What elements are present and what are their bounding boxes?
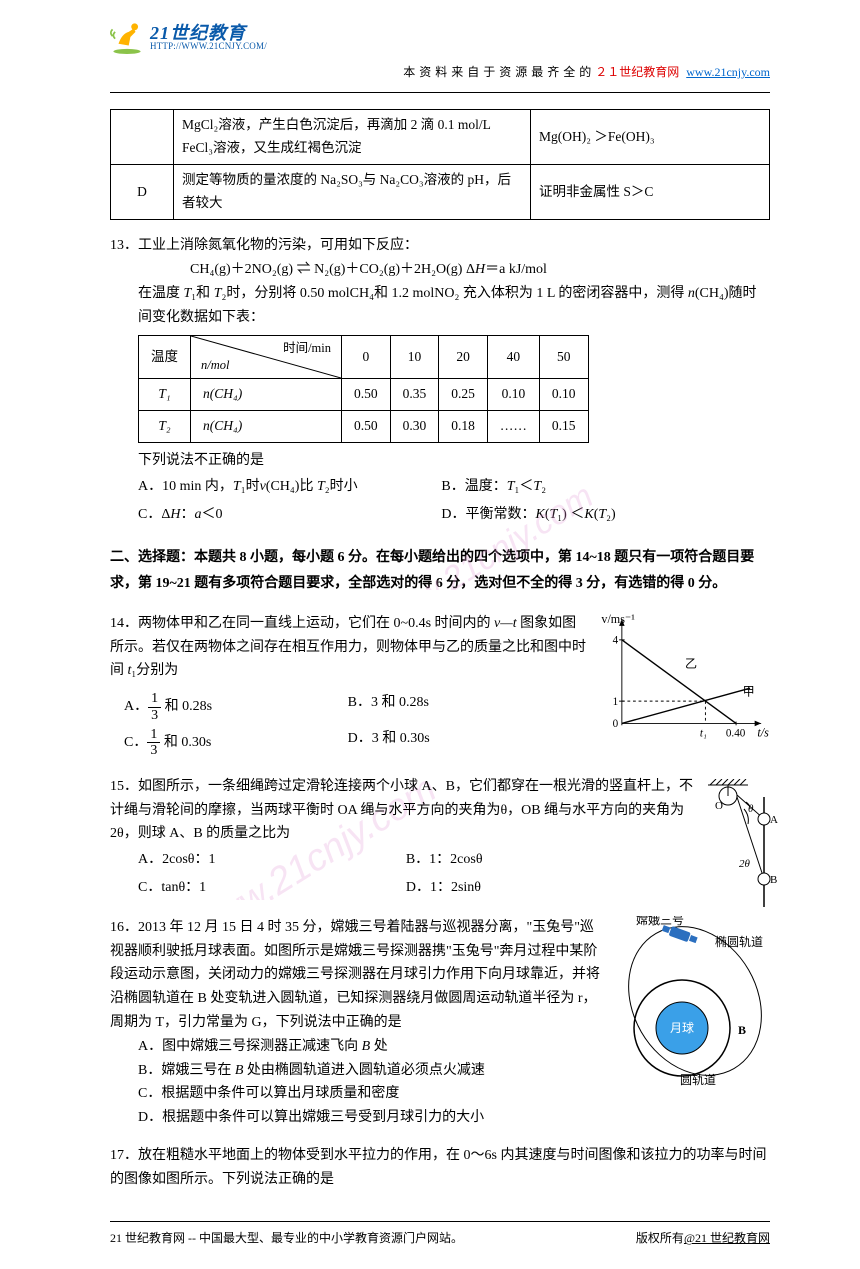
q16-figure: 月球 B 圆轨道 椭圆轨道 嫦娥三号 bbox=[610, 916, 770, 1086]
q13-desc: 在温度 T₁和 T₂时，分别将 0.50 molCH₄和 1.2 molNO₂ … bbox=[110, 282, 770, 330]
source-line: 本资料来自于资源最齐全的２１世纪教育网 www.21cnjy.com bbox=[110, 62, 770, 82]
svg-text:B: B bbox=[770, 874, 777, 886]
q15-A: A．2cosθ：1 bbox=[138, 848, 406, 872]
footer-right: 版权所有@21 世纪教育网 bbox=[636, 1228, 770, 1248]
q15-D: D．1：2sinθ bbox=[406, 876, 674, 900]
svg-text:圆轨道: 圆轨道 bbox=[680, 1073, 716, 1086]
table-row: T₁ n(CH₄) 0.50 0.35 0.25 0.10 0.10 bbox=[139, 379, 589, 411]
cell-rowC-left: MgCl₂溶液，产生白色沉淀后，再滴加 2 滴 0.1 mol/L FeCl₃溶… bbox=[174, 110, 531, 165]
logo-url: HTTP://WWW.21CNJY.COM/ bbox=[150, 42, 267, 51]
source-link[interactable]: www.21cnjy.com bbox=[686, 65, 770, 79]
source-pre: 本资料来自于资源最齐全的 bbox=[403, 65, 595, 79]
svg-text:月球: 月球 bbox=[670, 1021, 694, 1035]
q14-D: D．3 和 0.30s bbox=[348, 727, 572, 759]
cell-rowC-right: Mg(OH)₂ ＞Fe(OH)₃ bbox=[531, 110, 770, 165]
diag-header: 时间/min n/mol bbox=[191, 336, 342, 379]
q16-D: D．根据题中条件可以算出嫦娥三号受到月球引力的大小 bbox=[110, 1106, 770, 1130]
cell-rowD-right: 证明非金属性 S＞C bbox=[531, 165, 770, 220]
cell-rowD-label: D bbox=[111, 165, 174, 220]
footer-link[interactable]: @21 世纪教育网 bbox=[684, 1231, 770, 1245]
svg-text:嫦娥三号: 嫦娥三号 bbox=[636, 916, 684, 927]
svg-text:4: 4 bbox=[613, 634, 619, 646]
table-row: MgCl₂溶液，产生白色沉淀后，再滴加 2 滴 0.1 mol/L FeCl₃溶… bbox=[111, 110, 770, 165]
q13-A: A．10 min 内，T₁时v(CH₄)比 T₂时小 bbox=[138, 475, 441, 499]
header-divider bbox=[110, 92, 770, 93]
section-2-header: 二、选择题：本题共 8 小题，每小题 6 分。在每小题给出的四个选项中，第 14… bbox=[110, 545, 770, 598]
q13-l1: 工业上消除氮氧化物的污染，可用如下反应： bbox=[138, 238, 418, 253]
experiment-table: MgCl₂溶液，产生白色沉淀后，再滴加 2 滴 0.1 mol/L FeCl₃溶… bbox=[110, 109, 770, 220]
q15-C: C．tanθ：1 bbox=[138, 876, 406, 900]
footer: 21 世纪教育网 -- 中国最大型、最专业的中小学教育资源门户网站。 版权所有@… bbox=[110, 1221, 770, 1248]
q15-B: B．1：2cosθ bbox=[406, 848, 674, 872]
q13-B: B．温度：T₁＜T₂ bbox=[441, 475, 744, 499]
q13-prompt: 下列说法不正确的是 bbox=[110, 449, 770, 473]
logo: 21世纪教育 HTTP://WWW.21CNJY.COM/ bbox=[110, 20, 267, 54]
q13-equation: CH₄(g)＋2NO₂(g) ⇌ N₂(g)＋CO₂(g)＋2H₂O(g) ΔH… bbox=[110, 258, 770, 282]
q17-no: 17． bbox=[110, 1148, 138, 1163]
svg-text:2θ: 2θ bbox=[739, 858, 751, 870]
svg-text:乙: 乙 bbox=[685, 656, 697, 670]
q15-no: 15． bbox=[110, 779, 138, 794]
svg-text:0: 0 bbox=[613, 718, 619, 730]
table-row: T₂ n(CH₄) 0.50 0.30 0.18 …… 0.15 bbox=[139, 411, 589, 443]
q13-no: 13． bbox=[110, 238, 138, 253]
svg-text:θ: θ bbox=[748, 803, 754, 815]
q14-graph: v/ms⁻¹ t/s 0 1 4 t₁ 0.40 乙 甲 bbox=[600, 612, 770, 742]
table-row: D 测定等物质的量浓度的 Na₂SO₃与 Na₂CO₃溶液的 pH，后者较大 证… bbox=[111, 165, 770, 220]
q13-data-table: 温度 时间/min n/mol 0 10 20 40 50 T₁ n(CH₄) … bbox=[138, 335, 589, 443]
svg-text:B: B bbox=[738, 1023, 746, 1037]
th-temp: 温度 bbox=[139, 336, 191, 379]
q13-options: A．10 min 内，T₁时v(CH₄)比 T₂时小 B．温度：T₁＜T₂ C．… bbox=[110, 473, 770, 529]
q14-A: A．13 和 0.28s bbox=[124, 691, 348, 723]
q13-D: D．平衡常数：K(T₁) ＜K(T₂) bbox=[441, 503, 744, 527]
svg-text:O: O bbox=[715, 800, 723, 812]
question-17: 17．放在粗糙水平地面上的物体受到水平拉力的作用，在 0～6s 内其速度与时间图… bbox=[110, 1144, 770, 1192]
svg-text:0.40: 0.40 bbox=[726, 727, 746, 739]
q14-no: 14． bbox=[110, 616, 138, 631]
logo-runner-icon bbox=[110, 20, 144, 54]
logo-title: 21世纪教育 bbox=[150, 24, 267, 42]
svg-text:甲: 甲 bbox=[743, 684, 755, 698]
q13-C: C．ΔH：a＜0 bbox=[138, 503, 441, 527]
svg-text:椭圆轨道: 椭圆轨道 bbox=[715, 934, 763, 949]
footer-left: 21 世纪教育网 -- 中国最大型、最专业的中小学教育资源门户网站。 bbox=[110, 1228, 463, 1248]
header: 21世纪教育 HTTP://WWW.21CNJY.COM/ bbox=[110, 20, 770, 54]
question-15: 15．如图所示，一条细绳跨过定滑轮连接两个小球 A、B，它们都穿在一根光滑的竖直… bbox=[110, 775, 770, 902]
svg-text:t₁: t₁ bbox=[700, 727, 707, 739]
svg-text:v/ms⁻¹: v/ms⁻¹ bbox=[601, 612, 635, 626]
q15-figure: O θ 2θ A B bbox=[708, 779, 780, 909]
q14-C: C．13 和 0.30s bbox=[124, 727, 348, 759]
q16-no: 16． bbox=[110, 920, 138, 935]
source-brand: ２１世纪教育网 bbox=[595, 65, 679, 79]
question-14: 14．两物体甲和乙在同一直线上运动，它们在 0~0.4s 时间内的 v—t 图象… bbox=[110, 612, 770, 761]
svg-text:t/s: t/s bbox=[757, 725, 769, 739]
question-13: 13．工业上消除氮氧化物的污染，可用如下反应： CH₄(g)＋2NO₂(g) ⇌… bbox=[110, 234, 770, 528]
q14-B: B．3 和 0.28s bbox=[348, 691, 572, 723]
cell-rowD-left: 测定等物质的量浓度的 Na₂SO₃与 Na₂CO₃溶液的 pH，后者较大 bbox=[174, 165, 531, 220]
svg-text:A: A bbox=[770, 814, 778, 826]
question-16: 月球 B 圆轨道 椭圆轨道 嫦娥三号 16．2013 年 12 月 15 日 4… bbox=[110, 916, 770, 1130]
svg-text:1: 1 bbox=[613, 696, 619, 708]
